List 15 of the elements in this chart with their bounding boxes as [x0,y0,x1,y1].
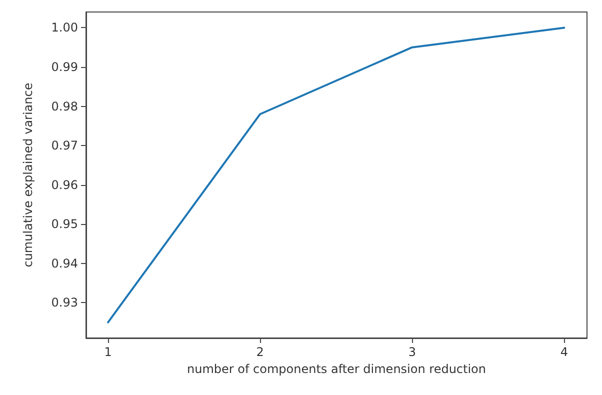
y-tick-label: 1.00 [51,20,78,35]
x-tick-label: 3 [408,345,416,359]
y-tick-label: 0.99 [51,60,78,74]
y-tick-label: 0.94 [51,256,78,270]
y-tick-label: 0.98 [51,99,78,114]
x-tick-label: 2 [256,345,264,359]
y-axis-title: cumulative explained variance [21,82,35,268]
x-tick-label: 4 [560,345,568,359]
y-tick-label: 0.93 [51,296,78,310]
line-series [107,26,566,324]
y-tick-label: 0.97 [51,138,78,153]
x-axis-title: number of components after dimension reduction [186,362,486,376]
y-tick-label: 0.96 [51,178,78,192]
x-tick-label: 1 [104,345,112,359]
y-tick-label: 0.95 [51,217,78,232]
